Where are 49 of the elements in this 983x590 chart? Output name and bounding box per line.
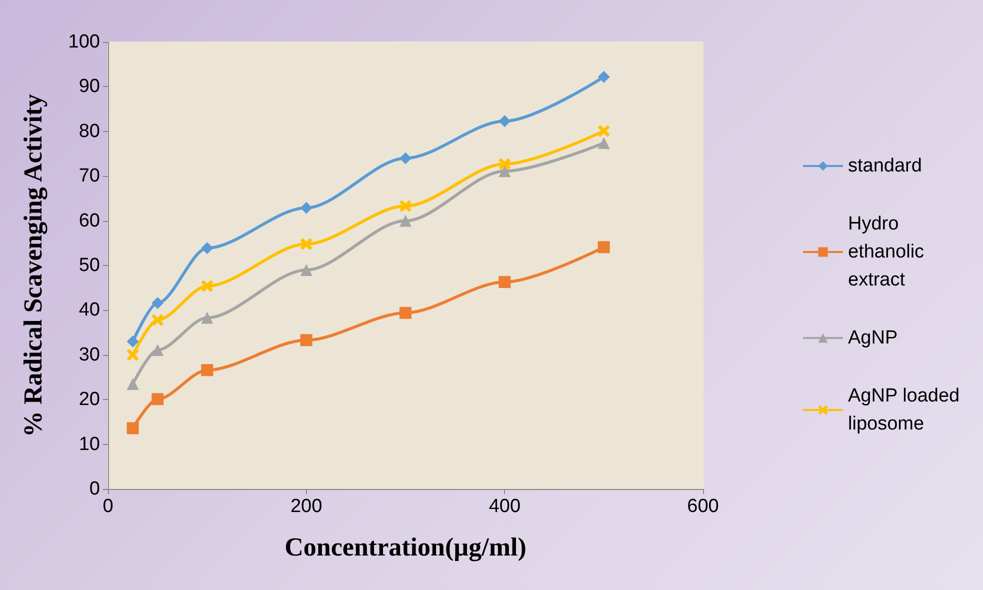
point [598, 70, 610, 83]
point [201, 280, 214, 292]
point [201, 364, 214, 376]
point [152, 344, 164, 356]
y-tick-label: 50 [78, 255, 100, 276]
point [598, 241, 610, 254]
legend-label: AgNP loaded liposome [848, 386, 965, 434]
point [152, 314, 164, 326]
y-tick-label: 70 [78, 166, 100, 187]
point [126, 422, 139, 434]
point [598, 137, 610, 150]
y-tick-label: 10 [78, 434, 100, 455]
y-tick-label: 40 [78, 300, 100, 321]
y-tick-label: 100 [68, 32, 100, 52]
point [126, 348, 139, 361]
x-tick-label: 0 [102, 496, 114, 517]
x-axis-title: Concentration(µg/ml) [284, 532, 526, 562]
point [400, 214, 412, 227]
point [300, 238, 312, 250]
y-tick-label: 90 [78, 76, 100, 98]
legend-label: standard [848, 156, 922, 176]
point [300, 264, 312, 276]
point [498, 115, 511, 128]
point [598, 124, 610, 137]
point [126, 335, 139, 348]
point [300, 334, 312, 346]
point [152, 297, 164, 310]
y-tick-label: 0 [89, 478, 100, 500]
y-tick-label: 30 [78, 344, 100, 366]
point [400, 306, 412, 319]
legend-label: AgNP [848, 328, 898, 348]
y-tick-label: 80 [78, 120, 100, 142]
point [400, 152, 412, 164]
point [498, 165, 511, 178]
point [126, 378, 139, 390]
y-tick-label: 60 [78, 210, 100, 232]
point [498, 158, 511, 170]
point [201, 312, 214, 324]
x-tick-label: 400 [488, 496, 521, 517]
legend-label: Hydro ethanolic extract [848, 214, 930, 290]
point [498, 276, 511, 288]
y-tick-label: 20 [78, 389, 100, 410]
x-tick-label: 200 [290, 496, 322, 517]
point [201, 242, 214, 254]
point [152, 393, 164, 406]
y-axis-title: % Radical Scavenging Activity [18, 94, 48, 438]
point [300, 202, 312, 214]
point [400, 200, 412, 212]
x-tick-label: 600 [687, 496, 719, 517]
